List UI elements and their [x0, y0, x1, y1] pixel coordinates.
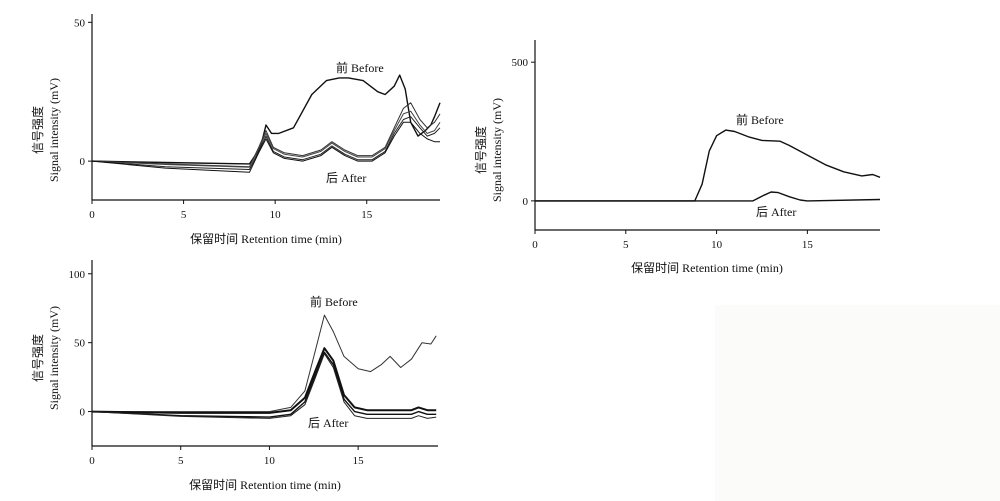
- y-axis-label-cn: 信号强度: [30, 106, 45, 154]
- x-axis-label: 保留时间 Retention time (min): [631, 261, 783, 275]
- y-axis-label: 信号强度 Signal intensity (mV): [30, 306, 61, 410]
- series-line-0: [92, 314, 437, 413]
- chart-panel-top-right: 0 5 10 15 0 500 前 Before 后 After 保留时间 Retent…: [473, 40, 881, 275]
- y-tick-group: 0 50 100: [69, 269, 92, 419]
- series-line-2: [91, 351, 437, 418]
- series-line-1: [91, 347, 437, 414]
- series-line-1: [535, 191, 881, 202]
- series-line-1: [91, 102, 441, 168]
- y-axis-label-cn: 信号强度: [473, 126, 488, 174]
- y-tick-label: 0: [523, 196, 529, 208]
- y-axis-label-cn: 信号强度: [30, 334, 45, 382]
- y-tick-group: 0 500: [512, 57, 535, 208]
- x-tick-group: 0 5 10 15: [89, 446, 364, 467]
- y-tick-label: 0: [80, 156, 86, 168]
- x-axis-label: 保留时间 Retention time (min): [189, 478, 341, 492]
- y-tick-label: 100: [69, 269, 86, 281]
- y-axis-label-en: Signal intensity (mV): [490, 98, 504, 202]
- y-tick-label: 0: [80, 407, 86, 419]
- annotation-before: 前 Before: [736, 112, 784, 127]
- y-tick-label: 50: [74, 17, 86, 29]
- x-tick-label: 10: [711, 239, 723, 251]
- series-line-4: [91, 121, 440, 173]
- y-axis-label: 信号强度 Signal intensity (mV): [30, 78, 61, 182]
- y-tick-label: 500: [512, 57, 529, 69]
- chart-panel-top-left: 0 5 10 15 0 50 前 Before 后 After 保留时间 Retenti…: [30, 14, 441, 246]
- y-tick-label: 50: [74, 338, 86, 350]
- chart-panel-bottom-left: 0 5 10 15 0 50 100 前 Before 后 After 保留时间 Rete…: [30, 260, 438, 492]
- blank-corner-panel: [715, 305, 1000, 501]
- y-axis-label-en: Signal intensity (mV): [47, 306, 61, 410]
- x-tick-label: 0: [532, 239, 538, 251]
- x-tick-group: 0 5 10 15: [532, 230, 813, 251]
- x-tick-label: 15: [353, 455, 365, 467]
- annotation-after: 后 After: [326, 171, 366, 185]
- series-line-0: [535, 129, 881, 202]
- series-group: [91, 314, 437, 419]
- annotation-before: 前 Before: [336, 60, 384, 75]
- x-tick-label: 5: [178, 455, 184, 467]
- x-axis-label: 保留时间 Retention time (min): [190, 232, 342, 246]
- y-tick-group: 0 50: [74, 17, 92, 168]
- annotation-after: 后 After: [756, 205, 796, 219]
- series-line-3: [91, 353, 437, 419]
- x-tick-label: 10: [270, 209, 282, 221]
- x-tick-label: 5: [623, 239, 629, 251]
- series-group: [91, 74, 441, 173]
- series-line-0: [91, 74, 441, 165]
- y-axis-label-en: Signal intensity (mV): [47, 78, 61, 182]
- annotation-before: 前 Before: [310, 294, 358, 309]
- x-tick-label: 0: [89, 209, 95, 221]
- annotation-after: 后 After: [308, 416, 348, 430]
- x-tick-label: 0: [89, 455, 95, 467]
- x-tick-label: 5: [181, 209, 187, 221]
- x-tick-label: 15: [802, 239, 814, 251]
- x-tick-label: 10: [264, 455, 276, 467]
- y-axis-label: 信号强度 Signal intensity (mV): [473, 98, 504, 202]
- series-group: [535, 129, 881, 202]
- series-line-2: [91, 110, 441, 168]
- x-tick-label: 15: [361, 209, 373, 221]
- series-line-3: [91, 116, 441, 170]
- x-tick-group: 0 5 10 15: [89, 200, 373, 221]
